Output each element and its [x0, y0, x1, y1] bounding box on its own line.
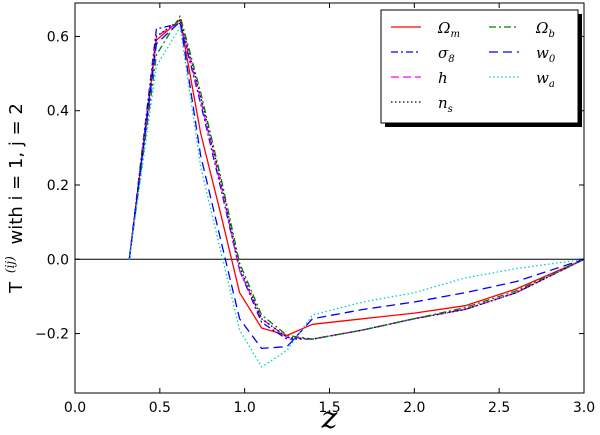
x-tick-label: 1.0 [234, 400, 256, 416]
tick-layer: 0.0 0.5 1.0 1.5 2.0 2.5 3.0 −0.2 0.0 0.2 0.4 0.6 [35, 3, 595, 416]
svg-text:T (ij) with i: T (ij) with i = 1, j = 2 [0, 103, 27, 294]
x-tick-label: 3.0 [573, 400, 595, 416]
y-tick-label: −0.2 [35, 327, 69, 343]
legend-box [380, 9, 579, 124]
series-layer [128, 15, 585, 368]
legend: Ωm Ωb σ8 w0 h wa ns [380, 9, 582, 127]
x-axis-label: z [321, 401, 338, 431]
y-axis-label-suffix: with i = 1, j = 2 [6, 103, 27, 244]
x-tick-label: 0.0 [64, 400, 86, 416]
series-line-w0-5 [128, 20, 585, 350]
legend-label: wa [536, 69, 555, 90]
series-line-ns-3 [128, 19, 585, 340]
y-tick-label: 0.6 [47, 29, 69, 45]
legend-label: h [438, 69, 448, 87]
legend-label: Ωb [535, 19, 555, 40]
y-axis-label-main: T [6, 281, 27, 294]
y-tick-label: 0.4 [47, 104, 69, 120]
legend-label: w0 [536, 44, 556, 65]
y-tick-label: 0.2 [47, 178, 69, 194]
series-line-ωb-4 [128, 15, 585, 340]
x-tick-label: 0.5 [149, 400, 171, 416]
legend-label: Ωm [437, 19, 460, 40]
x-tick-label: 2.5 [488, 400, 510, 416]
y-tick-label: 0.0 [47, 252, 69, 268]
x-tick-label: 2.0 [403, 400, 425, 416]
series-line-wa-6 [128, 26, 585, 368]
legend-label: ns [438, 94, 453, 115]
y-axis-label: T (ij) with i = 1, j = 2 [0, 103, 27, 294]
y-axis-label-superscript: (ij) [3, 256, 17, 273]
x-tick-label: 1.5 [318, 400, 340, 416]
legend-label: σ8 [438, 44, 455, 65]
